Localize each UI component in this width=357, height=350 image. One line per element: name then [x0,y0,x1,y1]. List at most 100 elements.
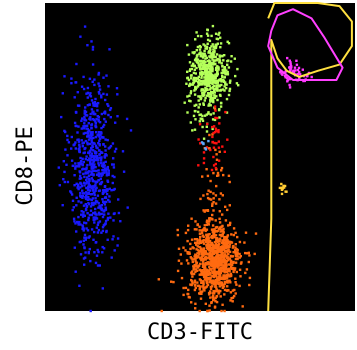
data-point [234,277,237,280]
data-point [200,231,204,234]
data-point [223,235,226,239]
data-point [97,211,101,214]
data-point [238,268,242,271]
data-point [214,62,217,65]
data-point [85,155,88,158]
data-point [70,159,74,162]
data-point [79,162,83,166]
data-point [97,71,101,75]
data-point [289,70,292,73]
data-point [207,80,210,83]
data-point [219,42,223,45]
data-point [203,64,206,67]
data-point [214,130,217,134]
data-point [222,277,225,281]
data-point [217,108,221,112]
data-point [82,172,85,176]
data-point [218,233,222,237]
data-point [218,150,221,153]
data-point [205,279,208,282]
data-point [60,115,63,119]
data-point [224,247,228,250]
data-point [89,205,93,208]
data-point [220,269,224,273]
data-point [85,186,88,190]
data-point [222,257,226,260]
data-point [221,213,224,216]
data-point [210,301,213,304]
data-point [83,181,86,184]
data-point [210,168,214,172]
data-point [86,91,90,95]
data-point [183,101,186,104]
data-point [101,287,104,290]
data-point [194,85,197,89]
data-point [209,55,213,58]
data-point [193,238,197,241]
data-point [200,59,203,63]
data-point [215,85,218,88]
data-point [64,130,67,134]
data-point [91,188,95,191]
data-point [187,262,190,265]
data-point [202,142,205,145]
data-point [83,25,87,28]
data-point [193,80,197,83]
data-point [82,132,85,135]
data-point [93,150,97,153]
data-point [206,243,209,246]
data-point [203,54,206,57]
data-point [208,55,211,58]
data-point [103,203,107,206]
data-point [227,256,230,259]
data-point [199,117,202,120]
data-point [98,220,102,223]
data-point [95,226,98,229]
data-point [100,126,103,130]
data-point [96,248,99,252]
data-point [219,271,223,274]
data-point [203,251,206,255]
data-point [208,239,212,243]
data-point [290,66,293,69]
data-point [87,216,90,219]
data-point [234,74,237,78]
data-point [197,95,200,98]
data-point [244,231,248,234]
data-point [225,97,229,101]
data-point [211,267,214,270]
data-point [214,285,217,288]
data-point [184,286,188,290]
data-point [213,244,216,247]
data-point [214,148,217,152]
data-point [209,179,212,183]
data-point [212,55,215,59]
data-point [193,89,196,92]
data-point [212,267,216,270]
data-point [204,147,207,150]
data-point [81,157,84,160]
data-point [203,249,207,253]
data-point [191,83,195,86]
data-point [199,239,202,242]
data-point [75,62,78,66]
data-point [76,91,79,94]
data-point [209,198,213,201]
data-point [216,279,219,282]
data-point [226,239,229,243]
data-point [226,70,229,74]
data-point [182,293,185,297]
data-point [213,230,217,233]
data-point [288,83,291,87]
data-point [190,74,193,77]
data-point [235,248,238,251]
data-point [196,34,200,38]
data-point [193,109,197,113]
data-point [218,227,222,231]
data-point [78,165,81,168]
data-point [82,204,86,207]
data-point [212,87,215,90]
data-point [228,180,231,184]
data-point [204,229,207,233]
